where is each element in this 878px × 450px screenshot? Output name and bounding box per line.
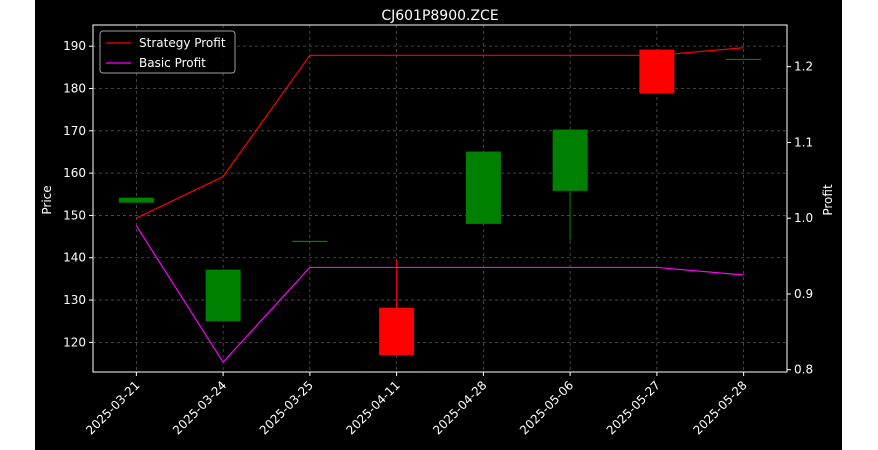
candle-body-3 (379, 307, 415, 356)
y-tick-label-3: 150 (63, 208, 86, 222)
y2-tick-label-2: 1.0 (794, 211, 813, 225)
candle-body-4 (465, 151, 501, 224)
candle-body-2 (292, 240, 328, 243)
legend-label-strategy: Strategy Profit (139, 36, 226, 50)
y2-tick-label-3: 1.1 (794, 135, 813, 149)
y-tick-label-6: 180 (63, 81, 86, 95)
y-tick-label-7: 190 (63, 39, 86, 53)
candle-body-5 (552, 129, 588, 191)
y-tick-label-5: 170 (63, 124, 86, 138)
y-axis-label: Price (40, 185, 54, 214)
grid-lines (93, 25, 787, 372)
left-axis-ticks: 120 130 140 150 160 170 180 190 (63, 39, 93, 349)
candle-body-6 (639, 49, 675, 94)
candle-body-1 (205, 269, 241, 322)
candles (118, 49, 762, 357)
y-tick-label-2: 140 (63, 251, 86, 265)
legend: Strategy Profit Basic Profit (99, 30, 236, 74)
y2-tick-label-0: 0.8 (794, 363, 813, 377)
profit-lines (135, 47, 744, 364)
x-tick-label-7: 2025-05-28 (691, 378, 750, 437)
series-line-0 (136, 47, 744, 219)
y-tick-label-0: 120 (63, 335, 86, 349)
y2-axis-label: Profit (821, 184, 835, 216)
chart-title: CJ601P8900.ZCE (381, 8, 498, 24)
y-tick-label-1: 130 (63, 293, 86, 307)
candlestick-chart: CJ601P8900.ZCE 120130140150160170180190 … (40, 8, 835, 437)
legend-label-basic: Basic Profit (139, 56, 206, 70)
candle-body-7 (726, 58, 762, 61)
y-tick-label-4: 160 (63, 166, 86, 180)
y2-tick-label-1: 0.9 (794, 287, 813, 301)
candle-body-0 (118, 197, 154, 203)
x-tick-label-3: 2025-04-11 (344, 378, 403, 437)
x-tick-label-6: 2025-05-27 (604, 378, 663, 437)
x-tick-label-4: 2025-04-28 (430, 378, 489, 437)
x-axis-ticks: 2025-03-21 2025-03-24 2025-03-25 2025-04-11… (83, 372, 750, 437)
right-axis-ticks: 0.8 0.9 1.0 1.1 1.2 (787, 60, 813, 377)
series-line-1 (135, 225, 744, 364)
plot-frame (92, 24, 788, 373)
legend-box (99, 30, 236, 74)
y2-tick-label-4: 1.2 (794, 60, 813, 74)
chart-figure: CJ601P8900.ZCE 120 130 140 150 160 170 180 190 … (35, 0, 842, 450)
x-tick-label-0: 2025-03-21 (83, 378, 142, 437)
x-tick-label-5: 2025-05-06 (517, 378, 576, 437)
x-tick-label-2: 2025-03-25 (257, 378, 316, 437)
x-tick-label-1: 2025-03-24 (170, 378, 229, 437)
